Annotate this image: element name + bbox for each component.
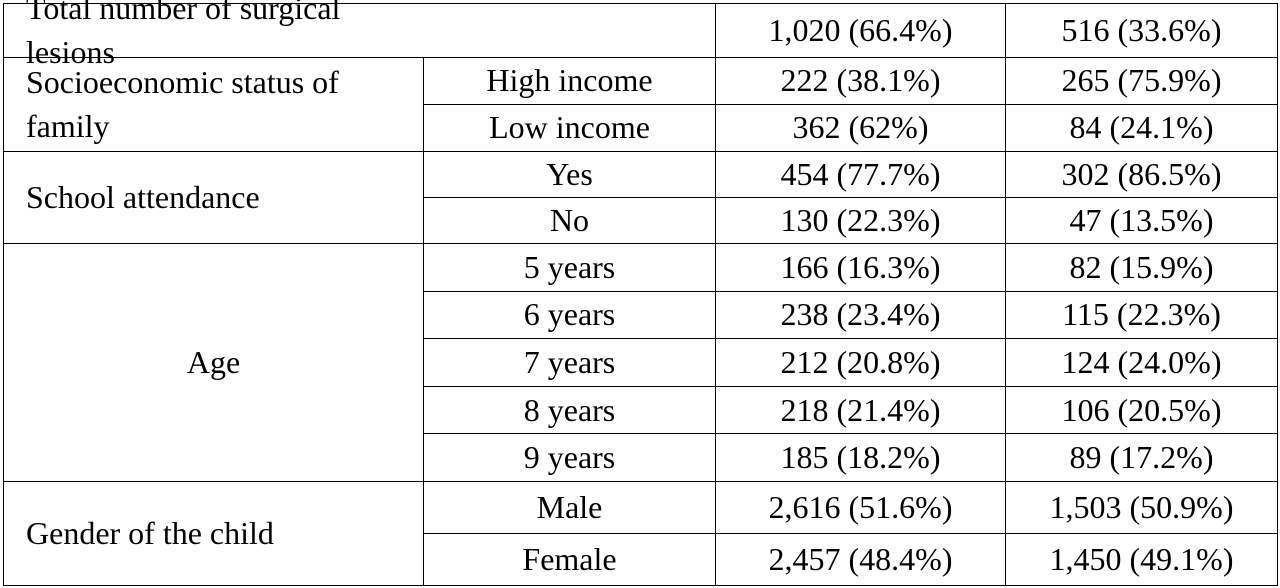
value-cell: 516 (33.6%) [1005, 3, 1278, 58]
cell-text: Total number of surgical lesions [26, 0, 341, 70]
value-cell: 2,457 (48.4%) [715, 533, 1006, 586]
cell-text: 218 (21.4%) [780, 391, 941, 428]
cell-text: 124 (24.0%) [1061, 343, 1222, 380]
row-label: Low income [423, 104, 716, 152]
cell-text: 454 (77.7%) [780, 155, 941, 192]
cell-text: 265 (75.9%) [1061, 62, 1222, 99]
cell-text: 212 (20.8%) [780, 343, 941, 380]
value-cell: 362 (62%) [715, 104, 1006, 152]
value-cell: 185 (18.2%) [715, 433, 1006, 482]
value-cell: 47 (13.5%) [1005, 197, 1278, 244]
group-label: Gender of the child [3, 481, 424, 586]
cell-text: 516 (33.6%) [1061, 11, 1222, 48]
value-cell: 84 (24.1%) [1005, 104, 1278, 152]
value-cell: 89 (17.2%) [1005, 433, 1278, 482]
cell-text: High income [486, 62, 653, 99]
value-cell: 454 (77.7%) [715, 151, 1006, 198]
cell-text: 1,020 (66.4%) [768, 11, 953, 48]
row-label: 6 years [423, 290, 716, 340]
cell-text: 115 (22.3%) [1062, 296, 1221, 333]
cell-text: 82 (15.9%) [1069, 248, 1214, 285]
cell-text: 222 (38.1%) [780, 62, 941, 99]
row-label: 8 years [423, 385, 716, 435]
cell-text: 5 years [523, 248, 616, 285]
row-label: 7 years [423, 338, 716, 387]
cell-text: 238 (23.4%) [780, 296, 941, 333]
cell-text: 1,503 (50.9%) [1049, 488, 1234, 525]
group-label: Age [3, 243, 424, 482]
cell-text: 106 (20.5%) [1061, 391, 1222, 428]
value-cell: 265 (75.9%) [1005, 57, 1278, 105]
cell-text: 9 years [523, 439, 616, 476]
cell-text: Gender of the child [26, 514, 274, 551]
cell-text: 185 (18.2%) [780, 439, 941, 476]
row-label: 5 years [423, 243, 716, 292]
cell-text: Female [522, 540, 617, 577]
cell-text: 47 (13.5%) [1069, 201, 1214, 238]
value-cell: 1,503 (50.9%) [1005, 481, 1278, 534]
value-cell: 212 (20.8%) [715, 338, 1006, 387]
value-cell: 222 (38.1%) [715, 57, 1006, 105]
group-label: School attendance [3, 151, 424, 244]
group-label: Socioeconomic status of family [3, 57, 424, 152]
value-cell: 302 (86.5%) [1005, 151, 1278, 198]
cell-text: School attendance [26, 178, 260, 215]
total-label: Total number of surgical lesions [3, 0, 716, 70]
cell-text: No [549, 201, 590, 238]
cell-text: 8 years [523, 391, 616, 428]
cell-text: 166 (16.3%) [780, 248, 941, 285]
value-cell: 2,616 (51.6%) [715, 481, 1006, 534]
row-label: No [423, 197, 716, 244]
cell-text: 1,450 (49.1%) [1049, 540, 1234, 577]
value-cell: 238 (23.4%) [715, 290, 1006, 340]
value-cell: 166 (16.3%) [715, 243, 1006, 292]
row-label: High income [423, 57, 716, 105]
cell-text: 362 (62%) [792, 109, 929, 146]
value-cell: 130 (22.3%) [715, 197, 1006, 244]
cell-text: Yes [546, 155, 593, 192]
cell-text: 89 (17.2%) [1069, 439, 1214, 476]
cell-text: Low income [489, 109, 650, 146]
cell-text: 7 years [523, 343, 616, 380]
value-cell: 124 (24.0%) [1005, 338, 1278, 387]
row-label: 9 years [423, 433, 716, 482]
row-label: Yes [423, 151, 716, 198]
value-cell: 1,020 (66.4%) [715, 3, 1006, 58]
cell-text: 2,457 (48.4%) [768, 540, 953, 577]
cell-text: 2,616 (51.6%) [768, 488, 953, 525]
cell-text: 6 years [523, 296, 616, 333]
cell-text: 302 (86.5%) [1061, 155, 1222, 192]
cell-text: 84 (24.1%) [1069, 109, 1214, 146]
cell-text: Socioeconomic status of family [26, 64, 339, 144]
value-cell: 115 (22.3%) [1005, 290, 1278, 340]
row-label: Male [423, 481, 716, 534]
cell-text: Age [186, 343, 241, 380]
cell-text: Male [536, 488, 603, 525]
row-label: Female [423, 533, 716, 586]
value-cell: 82 (15.9%) [1005, 243, 1278, 292]
cell-text: 130 (22.3%) [780, 201, 941, 238]
value-cell: 1,450 (49.1%) [1005, 533, 1278, 586]
value-cell: 106 (20.5%) [1005, 385, 1278, 435]
value-cell: 218 (21.4%) [715, 385, 1006, 435]
